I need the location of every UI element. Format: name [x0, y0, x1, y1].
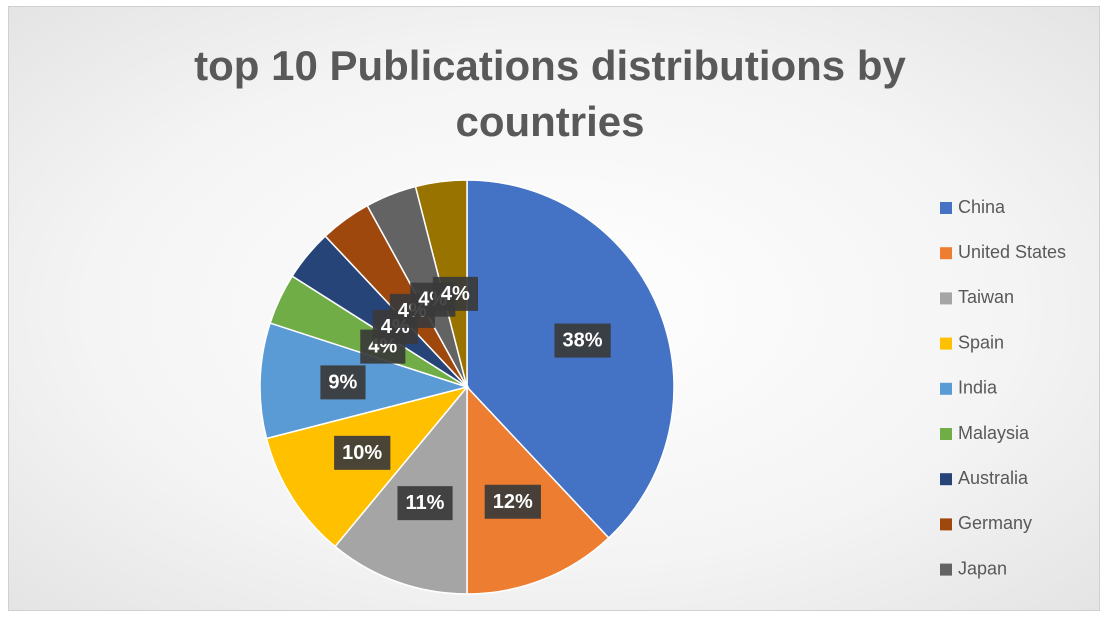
chart-title: top 10 Publications distributions by cou…	[194, 42, 906, 145]
data-label: 38%	[562, 330, 602, 352]
data-label: 10%	[342, 442, 382, 464]
legend-label: China	[958, 197, 1006, 217]
legend-label: India	[958, 378, 998, 398]
legend-swatch	[940, 247, 952, 260]
data-label-box	[320, 365, 366, 400]
data-label-box	[554, 323, 611, 358]
legend-swatch	[940, 563, 952, 576]
legend-label: Spain	[958, 332, 1004, 352]
data-label: 4%	[441, 283, 470, 305]
legend-label: Japan	[958, 558, 1007, 578]
data-label-box	[334, 435, 391, 470]
legend-swatch	[940, 518, 952, 531]
data-label: 9%	[328, 371, 357, 393]
legend-swatch	[940, 292, 952, 305]
legend-label: Australia	[958, 468, 1029, 488]
data-label: 12%	[493, 491, 533, 513]
data-label-box	[397, 486, 453, 521]
legend-swatch	[940, 382, 952, 395]
data-label-box	[432, 276, 478, 311]
data-label: 11%	[405, 492, 444, 514]
pie-slice	[466, 179, 675, 539]
legend-label: Malaysia	[958, 423, 1030, 443]
legend-swatch	[940, 428, 952, 440]
legend-label: Taiwan	[958, 287, 1014, 307]
legend-label: Germany	[958, 513, 1032, 533]
legend-swatch	[940, 337, 952, 350]
data-label-box	[484, 484, 541, 519]
legend-label: United States	[958, 242, 1066, 262]
legend-swatch	[940, 202, 952, 214]
legend-swatch	[940, 473, 952, 486]
